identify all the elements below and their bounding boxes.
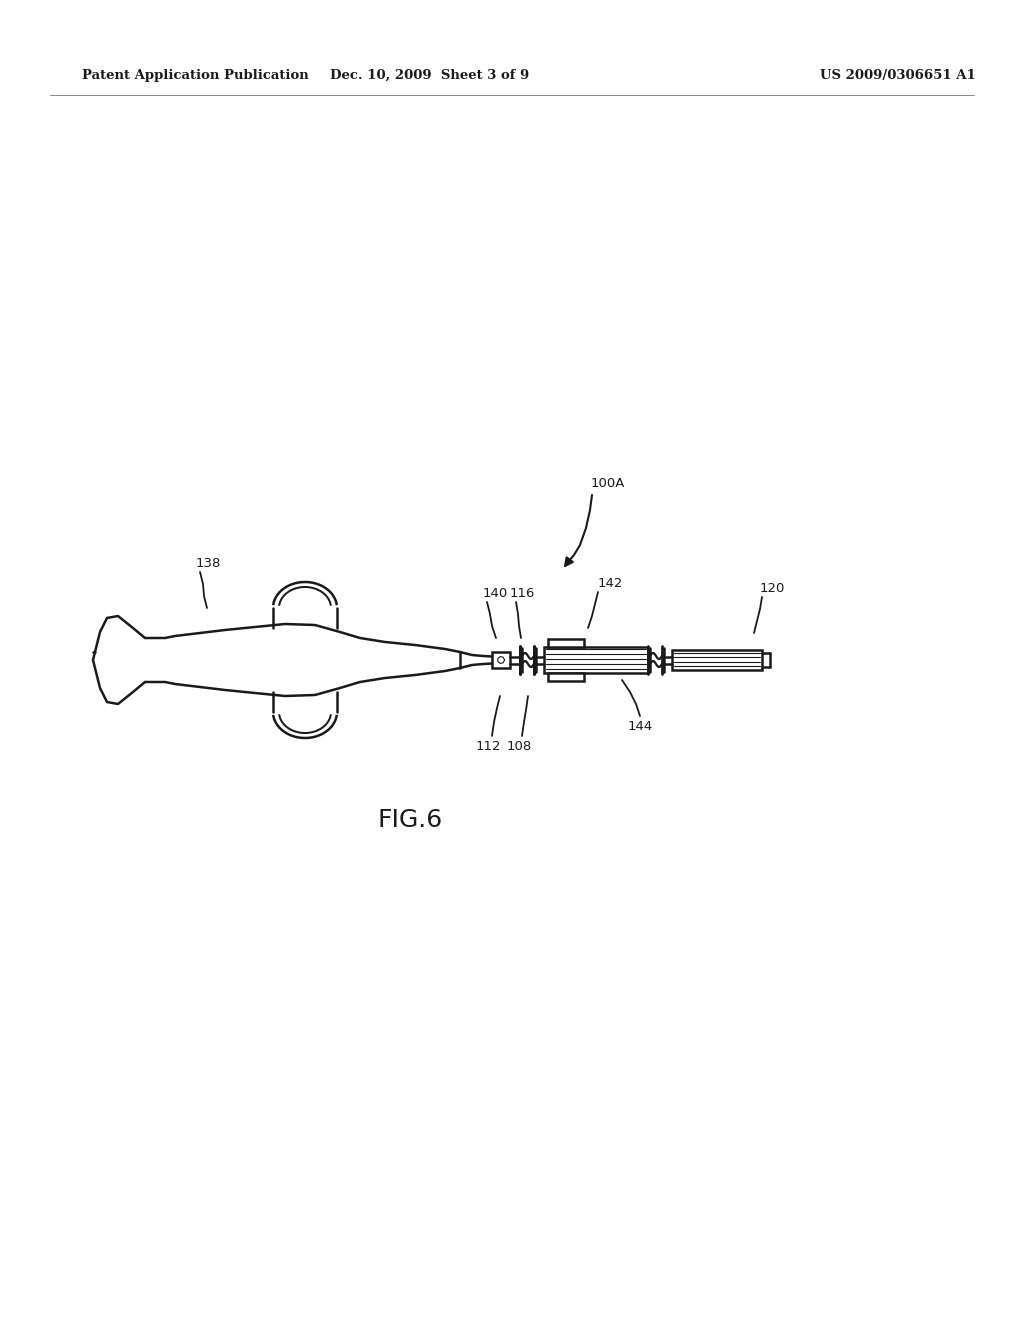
Text: Patent Application Publication: Patent Application Publication xyxy=(82,69,309,82)
Bar xyxy=(544,647,648,673)
Text: 144: 144 xyxy=(628,719,652,733)
Text: 108: 108 xyxy=(507,741,531,752)
Text: 138: 138 xyxy=(196,557,221,570)
Text: 142: 142 xyxy=(598,577,624,590)
Bar xyxy=(548,639,584,647)
Text: US 2009/0306651 A1: US 2009/0306651 A1 xyxy=(820,69,976,82)
Text: 112: 112 xyxy=(475,741,501,752)
Text: 120: 120 xyxy=(760,582,785,595)
Text: 100A: 100A xyxy=(591,477,626,490)
Bar xyxy=(492,652,510,668)
Text: Dec. 10, 2009  Sheet 3 of 9: Dec. 10, 2009 Sheet 3 of 9 xyxy=(331,69,529,82)
Bar xyxy=(672,649,762,671)
Text: 116: 116 xyxy=(510,587,536,601)
Bar xyxy=(548,673,584,681)
Text: FIG.6: FIG.6 xyxy=(378,808,442,832)
Text: 140: 140 xyxy=(483,587,508,601)
